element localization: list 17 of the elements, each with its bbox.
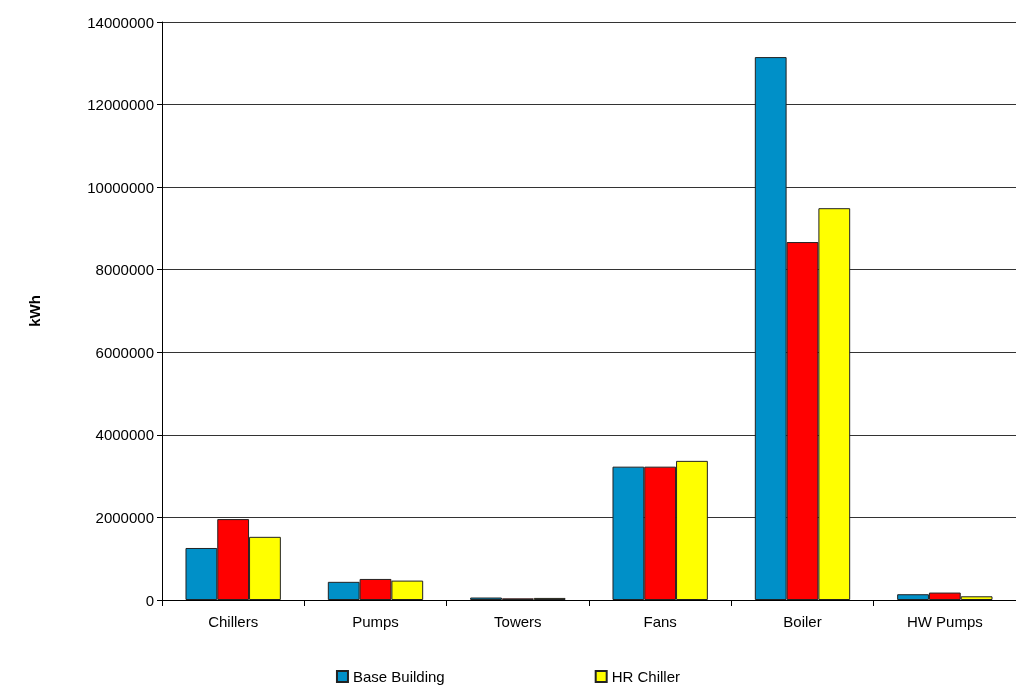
y-tick-label: 14000000 <box>87 13 154 31</box>
y-tick-label: 6000000 <box>95 343 154 361</box>
legend-label: Base Building <box>352 668 445 685</box>
legend-label: HR Chiller <box>611 668 681 685</box>
x-tick-label: Boiler <box>783 613 822 630</box>
y-tick-label: 12000000 <box>87 96 154 114</box>
x-tick-label: Towers <box>494 613 542 630</box>
y-tick-label: 10000000 <box>87 178 154 196</box>
y-tick-label: 8000000 <box>95 261 154 279</box>
y-tick-label: 4000000 <box>95 426 154 444</box>
x-tick-label: HW Pumps <box>906 613 983 630</box>
y-tick-label: 2000000 <box>95 508 154 526</box>
y-axis-title: kWh <box>26 295 43 327</box>
x-tick-label: Fans <box>643 613 677 630</box>
x-tick-label: Pumps <box>352 613 399 630</box>
y-tick-label: 0 <box>145 591 154 609</box>
x-tick-label: Chillers <box>208 613 259 630</box>
